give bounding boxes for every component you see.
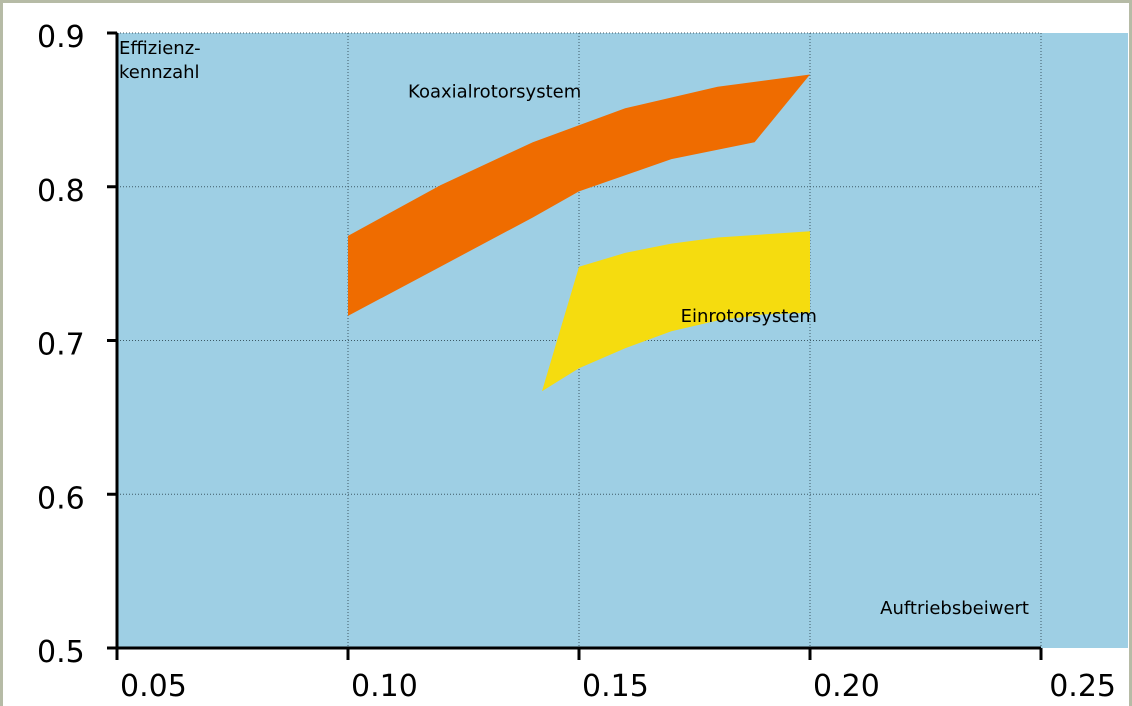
band-koaxialrotorsystem — [348, 74, 810, 316]
x-axis-label: Auftriebsbeiwert — [880, 598, 1029, 619]
series-label-koaxialrotorsystem: Koaxialrotorsystem — [408, 82, 581, 103]
y-tick-label: 0.7 — [37, 328, 85, 363]
x-tick-label: 0.25 — [1049, 669, 1116, 704]
data-bands — [348, 74, 810, 392]
y-axis-label: Effizienz- — [119, 38, 201, 59]
x-tick-label: 0.15 — [582, 669, 649, 704]
series-label-einrotorsystem: Einrotorsystem — [681, 306, 817, 327]
y-tick-label: 0.6 — [37, 481, 85, 516]
tick-labels: 0.05 0.10 0.15 0.20 0.25 0.5 0.6 0.7 0.8 0.9 — [37, 20, 1116, 704]
x-tick-label: 0.20 — [813, 669, 880, 704]
band-einrotorsystem — [542, 231, 810, 392]
y-tick-label: 0.9 — [37, 20, 85, 55]
y-tick-label: 0.5 — [37, 635, 85, 670]
x-tick-label: 0.05 — [120, 669, 187, 704]
chart-labels: Effizienz-kennzahl Auftriebsbeiwert Koaxia… — [119, 38, 1029, 619]
y-axis-label: kennzahl — [119, 62, 200, 83]
y-tick-label: 0.8 — [37, 174, 85, 209]
x-tick-label: 0.10 — [351, 669, 418, 704]
axes — [107, 31, 1043, 660]
